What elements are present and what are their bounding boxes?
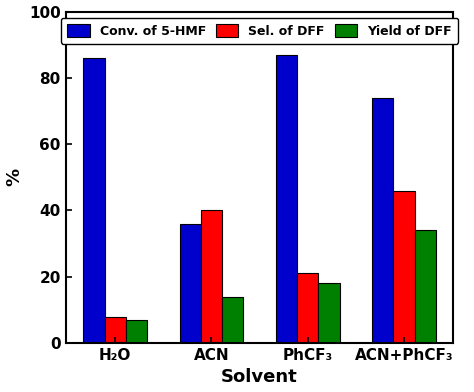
Bar <box>180 224 201 343</box>
Bar <box>415 230 436 343</box>
Bar <box>372 98 393 343</box>
Bar <box>126 320 147 343</box>
Bar <box>276 54 297 343</box>
Bar <box>105 316 126 343</box>
Y-axis label: %: % <box>6 168 24 186</box>
X-axis label: Solvent: Solvent <box>221 368 298 387</box>
Bar <box>319 283 339 343</box>
Bar <box>201 211 222 343</box>
Bar <box>222 297 243 343</box>
Bar <box>393 191 415 343</box>
Bar <box>83 58 105 343</box>
Bar <box>297 273 319 343</box>
Legend: Conv. of 5-HMF, Sel. of DFF, Yield of DFF: Conv. of 5-HMF, Sel. of DFF, Yield of DF… <box>61 18 458 44</box>
